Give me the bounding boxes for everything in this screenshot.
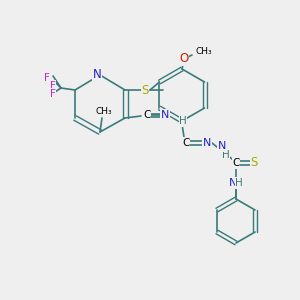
Text: N: N xyxy=(229,178,237,188)
Text: C: C xyxy=(182,138,190,148)
Text: F: F xyxy=(50,81,56,91)
Text: S: S xyxy=(141,83,149,97)
Text: N: N xyxy=(218,141,226,151)
Text: O: O xyxy=(179,52,189,65)
Text: F: F xyxy=(50,89,56,99)
Text: N: N xyxy=(93,68,101,82)
Text: S: S xyxy=(250,157,258,169)
Text: H: H xyxy=(222,150,230,160)
Text: N: N xyxy=(203,138,211,148)
Text: CH₃: CH₃ xyxy=(96,107,112,116)
Text: F: F xyxy=(44,73,50,83)
Text: CH₃: CH₃ xyxy=(196,47,213,56)
Text: N: N xyxy=(161,110,169,120)
Text: C: C xyxy=(143,110,151,120)
Text: H: H xyxy=(179,116,187,126)
Text: H: H xyxy=(235,178,243,188)
Text: C: C xyxy=(232,158,240,168)
